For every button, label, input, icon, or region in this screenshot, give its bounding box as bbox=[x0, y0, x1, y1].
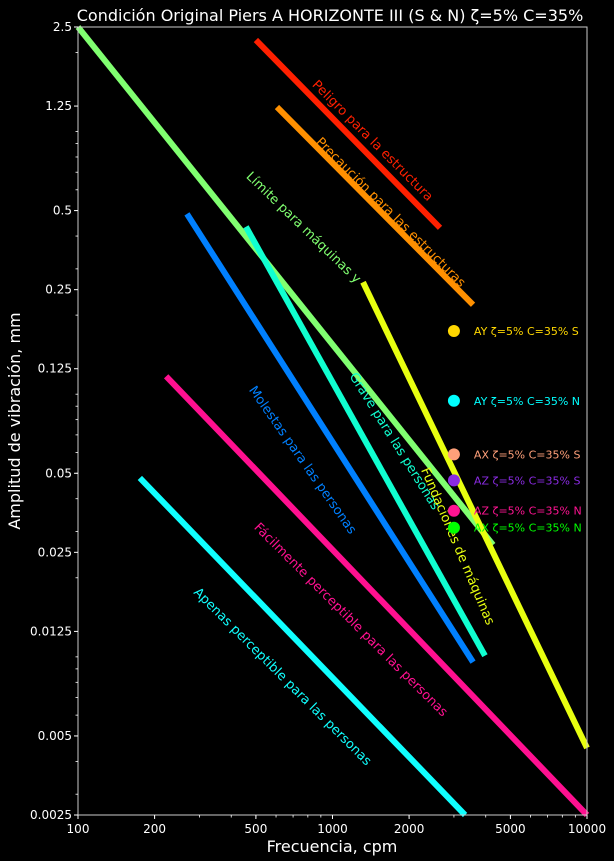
y-tick-label: 0.5 bbox=[53, 204, 72, 218]
series-lines bbox=[75, 25, 590, 818]
y-tick-label: 2.5 bbox=[53, 20, 72, 34]
x-tick-label: 10000 bbox=[568, 822, 606, 836]
legend-label-4: AZ ζ=5% C=35% N bbox=[474, 505, 582, 518]
chart-title: Condición Original Piers A HORIZONTE III… bbox=[77, 6, 584, 25]
legend-label-0: AY ζ=5% C=35% S bbox=[474, 325, 579, 338]
y-tick-label: 1.25 bbox=[45, 99, 72, 113]
legend-label-2: AX ζ=5% C=35% S bbox=[474, 448, 581, 461]
y-tick-label: 0.0125 bbox=[30, 624, 72, 638]
y-tick-label: 0.025 bbox=[38, 545, 72, 559]
x-tick-label: 100 bbox=[67, 822, 90, 836]
legend-marker-5 bbox=[447, 521, 460, 534]
series-label-2: Límite para máquinas y bbox=[243, 169, 364, 287]
series-line-5 bbox=[360, 280, 590, 750]
series-line-4 bbox=[243, 225, 488, 658]
y-axis-label: Amplitud de vibración, mm bbox=[5, 312, 24, 529]
legend-marker-3 bbox=[447, 474, 460, 487]
axes: 100 200 500 1000 2000 5000 10000 0.0025 0.005 0.0… bbox=[30, 20, 606, 836]
x-tick-label: 5000 bbox=[495, 822, 526, 836]
series-line-6 bbox=[163, 374, 590, 818]
legend-marker-2 bbox=[447, 448, 460, 461]
series-line-3 bbox=[184, 212, 476, 664]
x-tick-label: 200 bbox=[143, 822, 166, 836]
y-tick-label: 0.125 bbox=[38, 362, 72, 376]
series-line-2 bbox=[75, 25, 496, 547]
series-line-0 bbox=[253, 37, 443, 230]
x-tick-label: 1000 bbox=[317, 822, 348, 836]
legend-marker-0 bbox=[447, 325, 460, 338]
legend-marker-1 bbox=[447, 394, 460, 407]
x-tick-label: 500 bbox=[244, 822, 267, 836]
y-tick-label: 0.25 bbox=[45, 283, 72, 297]
x-tick-label: 2000 bbox=[394, 822, 425, 836]
legend: AY ζ=5% C=35% S AY ζ=5% C=35% N AX ζ=5% C=… bbox=[447, 325, 582, 535]
legend-label-5: AX ζ=5% C=35% N bbox=[474, 522, 582, 535]
series-line-7 bbox=[137, 475, 468, 818]
series-line-1 bbox=[274, 104, 476, 307]
legend-label-1: AY ζ=5% C=35% N bbox=[474, 395, 580, 408]
x-axis-label: Frecuencia, cpm bbox=[267, 837, 398, 856]
y-tick-label: 0.05 bbox=[45, 466, 72, 480]
y-tick-label: 0.005 bbox=[38, 729, 72, 743]
y-tick-label: 0.0025 bbox=[30, 808, 72, 822]
legend-label-3: AZ ζ=5% C=35% S bbox=[474, 474, 581, 487]
legend-marker-4 bbox=[447, 504, 460, 517]
